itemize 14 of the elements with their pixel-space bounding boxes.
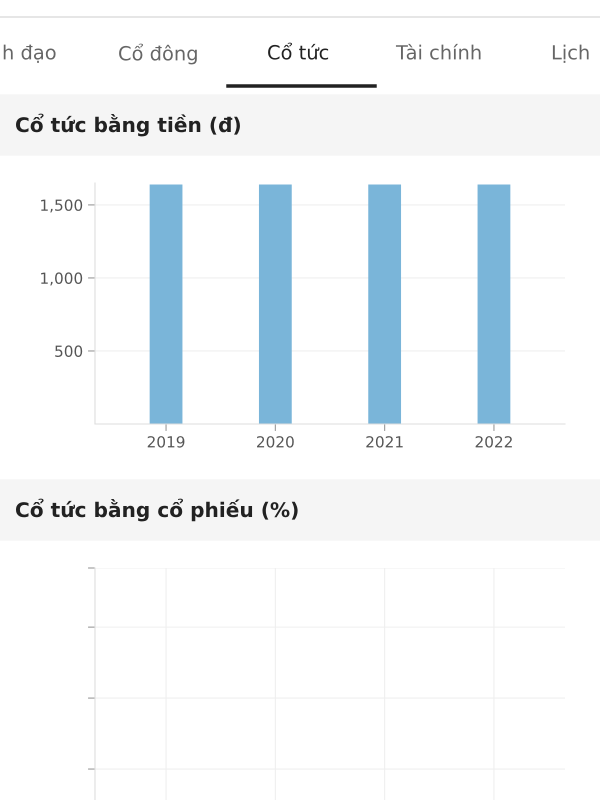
y-tick-label: 1,000 xyxy=(41,272,82,286)
x-tick-label: 2022 xyxy=(476,436,512,448)
text: Lịch xyxy=(552,44,589,63)
text: h đạo xyxy=(4,44,56,63)
text: Tài chính xyxy=(396,44,481,60)
chart-title: Cổ tức bằng tiền (đ) xyxy=(16,114,240,136)
x-tick-label: 2020 xyxy=(257,436,294,448)
x-tick-label: 2019 xyxy=(148,436,184,448)
text: Cổ tức xyxy=(268,42,328,60)
y-tick-label: 500 xyxy=(55,345,82,357)
text: Cổ đông xyxy=(119,44,197,64)
y-tick-label: 1,500 xyxy=(41,199,82,212)
x-tick-label: 2021 xyxy=(366,436,403,448)
text: Cổ tức bằng cổ phiếu (%) xyxy=(16,498,298,522)
